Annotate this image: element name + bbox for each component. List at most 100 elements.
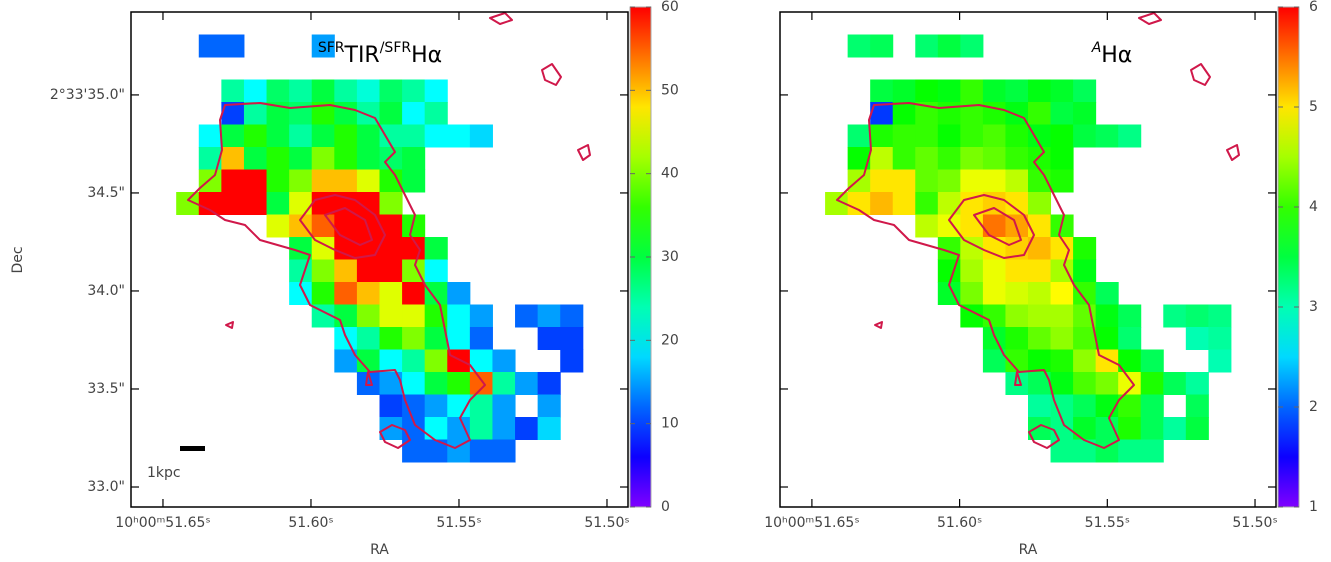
- pixel: [1005, 304, 1029, 328]
- pixel: [221, 34, 245, 58]
- pixel: [356, 259, 380, 283]
- pixel: [982, 102, 1006, 125]
- pixel: [424, 124, 448, 148]
- pixel: [424, 237, 448, 260]
- pixel: [1028, 79, 1052, 103]
- pixel: [334, 282, 358, 305]
- pixel: [1185, 417, 1209, 440]
- pixel: [402, 282, 426, 305]
- pixel: [960, 124, 984, 148]
- pixel: [221, 169, 245, 193]
- pixel: [198, 169, 222, 193]
- pixel: [198, 124, 222, 148]
- pixel: [221, 79, 245, 103]
- pixel: [402, 147, 426, 170]
- pixel: [937, 259, 961, 283]
- pixel: [847, 192, 871, 215]
- pixel: [402, 259, 426, 283]
- pixel: [960, 192, 984, 215]
- pixel: [560, 349, 584, 373]
- pixel: [266, 169, 290, 193]
- pixel: [870, 79, 894, 103]
- pixel: [537, 394, 561, 418]
- pixel: [334, 124, 358, 148]
- pixel: [311, 237, 335, 260]
- pixel: [915, 214, 939, 238]
- pixel: [870, 192, 894, 215]
- pixel: [289, 124, 313, 148]
- pixel: [311, 282, 335, 305]
- pixel: [447, 304, 471, 328]
- title-part: Hα: [411, 43, 442, 68]
- pixel: [379, 237, 403, 260]
- pixel: [560, 304, 584, 328]
- pixel: [379, 102, 403, 125]
- pixel: [1073, 349, 1097, 373]
- pixel: [492, 372, 516, 395]
- pixel: [515, 417, 539, 440]
- pixel: [266, 79, 290, 103]
- pixel: [379, 282, 403, 305]
- pixel: [243, 124, 268, 148]
- pixel: [1095, 304, 1119, 328]
- pixel: [402, 349, 426, 373]
- pixel: [356, 304, 380, 328]
- y-tick-label: 2°33'35.0": [50, 87, 125, 103]
- pixel: [960, 282, 984, 305]
- pixel: [1185, 394, 1209, 418]
- pixel: [1118, 372, 1142, 395]
- pixel: [1050, 124, 1074, 148]
- pixel: [469, 124, 493, 148]
- pixel: [379, 169, 403, 193]
- pixel: [221, 192, 245, 215]
- colorbar-tick-label: 5: [1309, 99, 1318, 115]
- pixel: [937, 102, 961, 125]
- pixel: [1028, 124, 1052, 148]
- pixel: [915, 147, 939, 170]
- pixel: [402, 327, 426, 350]
- colorbar-tick-label: 10: [661, 416, 679, 432]
- pixel: [311, 169, 335, 193]
- axes-frame: [779, 11, 1277, 508]
- pixel: [982, 147, 1006, 170]
- pixel: [243, 192, 268, 215]
- pixel: [424, 439, 448, 463]
- pixel: [1073, 102, 1097, 125]
- pixel: [1095, 372, 1119, 395]
- colorbar-tick-label: 6: [1309, 0, 1318, 15]
- pixel: [424, 417, 448, 440]
- pixel: [469, 417, 493, 440]
- pixel: [492, 417, 516, 440]
- pixel: [1050, 349, 1074, 373]
- pixel: [937, 147, 961, 170]
- pixel: [469, 394, 493, 418]
- pixel: [1050, 394, 1074, 418]
- pixel: [1050, 304, 1074, 328]
- pixel: [447, 124, 471, 148]
- pixel: [379, 124, 403, 148]
- pixel: [1028, 327, 1052, 350]
- x-tick-label: 10ʰ00ᵐ51.65ˢ: [764, 515, 859, 531]
- pixel: [982, 169, 1006, 193]
- pixel: [289, 214, 313, 238]
- pixel: [424, 79, 448, 103]
- colorbar-tick-label: 4: [1309, 199, 1318, 215]
- pixel: [937, 214, 961, 238]
- pixel: [515, 304, 539, 328]
- pixel: [1118, 417, 1142, 440]
- pixel: [1163, 304, 1187, 328]
- colorbar: [1277, 6, 1300, 508]
- pixel: [892, 192, 916, 215]
- pixel: [266, 147, 290, 170]
- pixel: [515, 372, 539, 395]
- pixel: [469, 349, 493, 373]
- pixel: [1140, 439, 1164, 463]
- pixel: [892, 169, 916, 193]
- pixel: [1050, 102, 1074, 125]
- pixel: [198, 34, 222, 58]
- colorbar-tick-label: 60: [661, 0, 679, 15]
- chart-title: SFRTIR/SFRHα: [318, 40, 442, 68]
- pixel: [870, 147, 894, 170]
- pixel: [537, 304, 561, 328]
- pixel: [1163, 372, 1187, 395]
